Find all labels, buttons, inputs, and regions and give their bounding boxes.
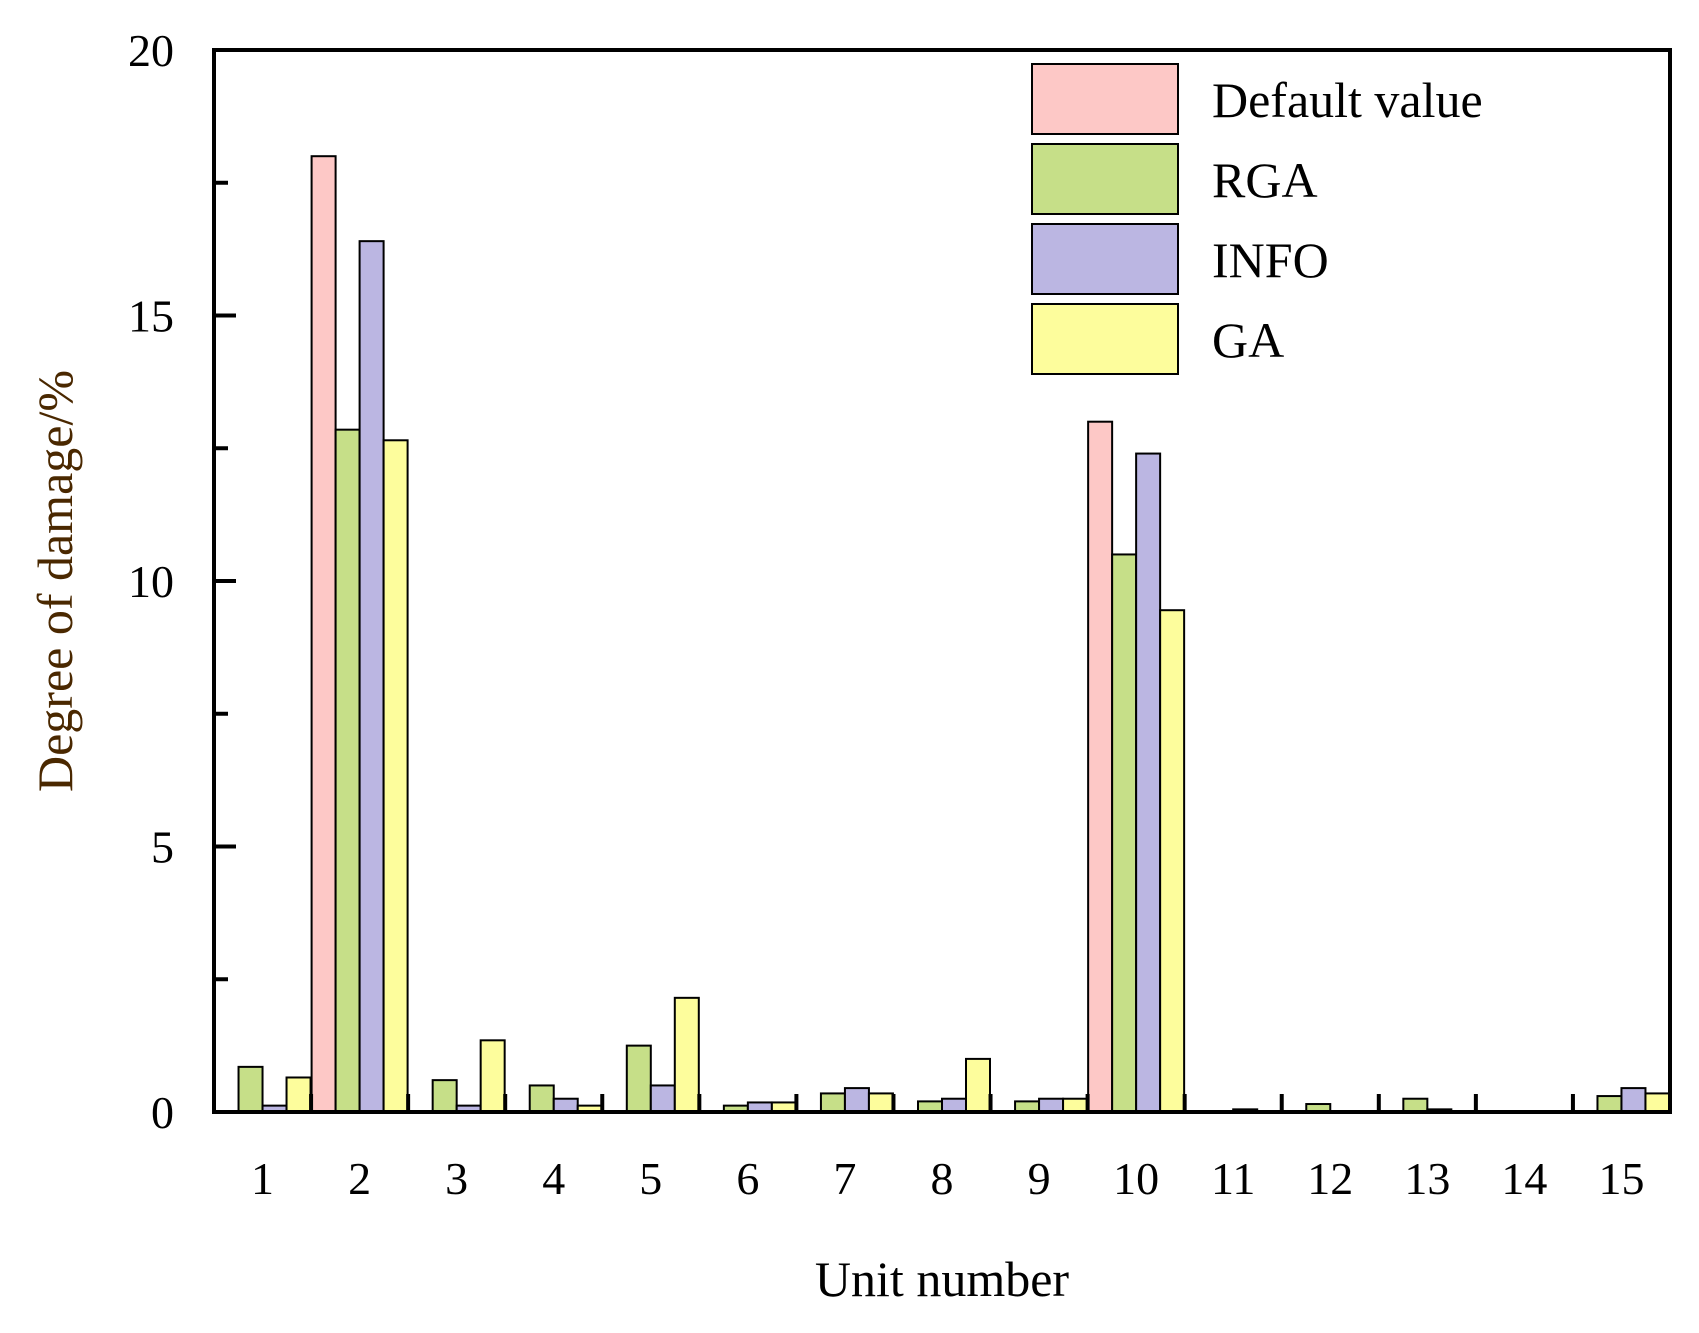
- x-tick-label: 7: [833, 1153, 856, 1204]
- legend: Default value RGA INFO GA: [1031, 63, 1483, 375]
- bar-ga-unit-10: [1159, 609, 1186, 1114]
- x-tick-label: 3: [445, 1153, 468, 1204]
- x-tick-label: 10: [1113, 1153, 1159, 1204]
- bar-rga-unit-15: [1596, 1095, 1623, 1113]
- bar-ga-unit-2: [382, 439, 409, 1114]
- x-tick-label: 5: [639, 1153, 662, 1204]
- legend-label-info: INFO: [1212, 232, 1329, 288]
- bar-default-value-unit-10: [1087, 420, 1114, 1113]
- bar-ga-unit-8: [965, 1057, 991, 1114]
- bar-ga-unit-3: [479, 1039, 506, 1113]
- bar-ga-unit-15: [1644, 1092, 1671, 1114]
- bar-ga-unit-5: [673, 996, 700, 1114]
- legend-swatch-ga: [1031, 303, 1179, 375]
- x-tick-label: 4: [542, 1153, 565, 1204]
- bar-rga-unit-10: [1111, 553, 1138, 1113]
- x-tick-label: 2: [348, 1153, 371, 1204]
- bar-info-unit-5: [649, 1084, 676, 1113]
- y-tick-label: 10: [128, 556, 174, 607]
- legend-label-ga: GA: [1212, 312, 1284, 368]
- bar-rga-unit-2: [334, 428, 361, 1114]
- bar-info-unit-7: [843, 1087, 870, 1113]
- bar-info-unit-15: [1620, 1087, 1647, 1113]
- bar-rga-unit-1: [237, 1065, 264, 1113]
- bar-rga-unit-5: [625, 1044, 652, 1113]
- x-tick-label: 11: [1211, 1153, 1255, 1204]
- y-tick-label: 20: [128, 25, 174, 76]
- bar-info-unit-10: [1135, 452, 1162, 1113]
- bar-ga-unit-1: [285, 1076, 312, 1113]
- bar-rga-unit-7: [819, 1092, 846, 1114]
- y-axis-title: Degree of damage/%: [27, 370, 83, 792]
- legend-label-default-value: Default value: [1212, 72, 1483, 128]
- bar-ga-unit-7: [867, 1092, 894, 1114]
- y-tick-label: 5: [151, 822, 174, 873]
- x-tick-label: 1: [251, 1153, 274, 1204]
- x-tick-label: 13: [1404, 1153, 1450, 1204]
- x-tick-label: 9: [1028, 1153, 1051, 1204]
- x-tick-label: 12: [1307, 1153, 1353, 1204]
- x-axis-title: Unit number: [815, 1251, 1069, 1307]
- bar-default-value-unit-2: [310, 155, 337, 1113]
- bar-rga-unit-4: [528, 1084, 555, 1113]
- y-tick-label: 15: [128, 291, 174, 342]
- x-tick-label: 15: [1598, 1153, 1644, 1204]
- x-tick-label: 14: [1501, 1153, 1547, 1204]
- legend-swatch-rga: [1031, 143, 1179, 215]
- bar-rga-unit-3: [431, 1079, 458, 1114]
- legend-label-rga: RGA: [1212, 152, 1318, 208]
- legend-swatch-default-value: [1031, 63, 1179, 135]
- legend-swatch-info: [1031, 223, 1179, 295]
- y-tick-label: 0: [151, 1087, 174, 1138]
- plot-frame: [212, 48, 1672, 1114]
- bar-info-unit-2: [358, 240, 385, 1114]
- x-tick-label: 8: [931, 1153, 954, 1204]
- x-tick-label: 6: [736, 1153, 759, 1204]
